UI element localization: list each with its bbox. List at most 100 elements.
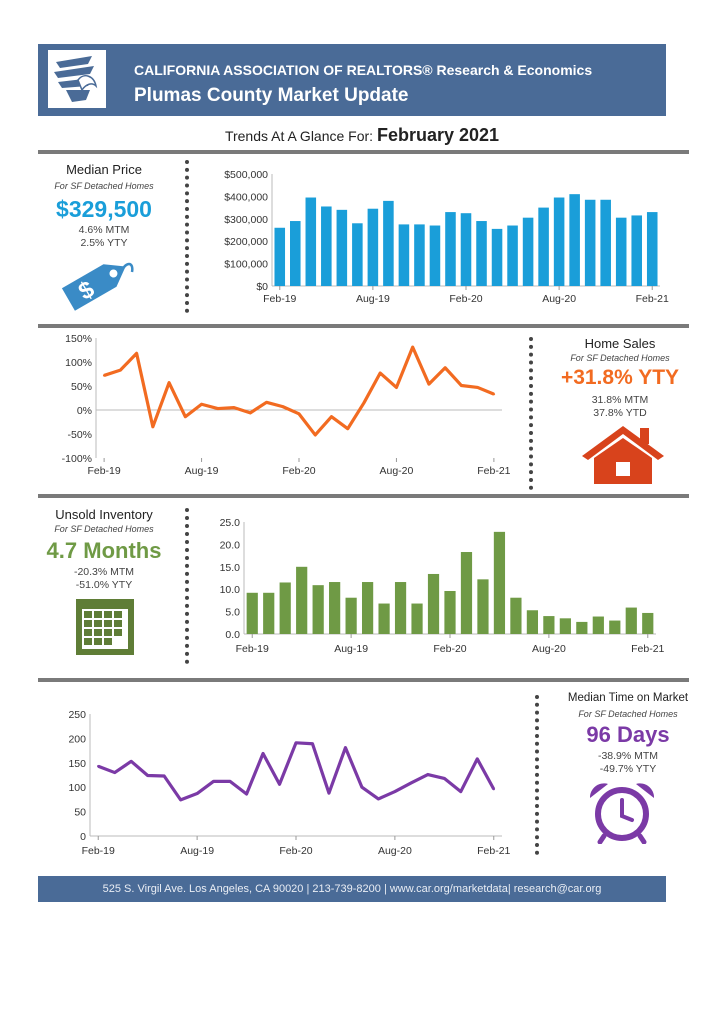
bar: [352, 223, 363, 286]
data-point: [362, 401, 366, 404]
bar: [526, 610, 539, 634]
y-tick-label: 150: [68, 758, 86, 770]
home-sales-chart: -100% -50% 0% 50% 100% 150% Feb-19 Aug-19 Feb-20…: [62, 333, 511, 477]
bar: [553, 197, 565, 286]
y-tick-label: 100%: [65, 357, 92, 369]
divider-4: [38, 678, 689, 682]
data-point: [281, 405, 284, 408]
bar: [615, 217, 627, 286]
median-price-yty: 2.5% YTY: [80, 237, 128, 249]
bar: [378, 603, 390, 634]
data-point: [151, 425, 155, 428]
data-point: [184, 415, 187, 418]
data-point: [119, 368, 122, 372]
footer-contact: 525 S. Virgil Ave. Los Angeles, CA 90020…: [38, 876, 666, 902]
median-price-value: $329,500: [56, 196, 152, 222]
data-point: [443, 777, 446, 780]
bar: [274, 227, 286, 286]
y-tick-label: 10.0: [220, 584, 241, 596]
bar: [609, 620, 621, 634]
y-tick-label: $200,000: [224, 236, 268, 248]
x-tick-label: Feb-20: [449, 293, 482, 305]
car-logo: [48, 50, 106, 108]
data-point: [427, 382, 431, 386]
data-point: [130, 760, 133, 763]
data-point: [232, 406, 236, 409]
bar: [411, 603, 423, 634]
data-point: [379, 371, 382, 375]
data-point: [113, 771, 116, 774]
y-tick-label: 15.0: [220, 562, 241, 574]
time-on-market-chart: 0 50 100 150 200 250 Feb-19 Aug-19 Feb-20 Aug-20 F…: [68, 709, 510, 857]
x-tick-label: Feb-21: [477, 845, 510, 857]
bar: [600, 199, 611, 286]
bar: [427, 573, 440, 634]
bar: [460, 213, 472, 286]
unsold-inventory-value: 4.7 Months: [46, 538, 162, 563]
bar: [445, 212, 456, 286]
trends-heading: Trends At A Glance For: February 2021: [0, 125, 724, 146]
y-tick-label: 20.0: [220, 539, 241, 551]
trends-label: Trends At A Glance For:: [224, 128, 374, 144]
y-tick-label: 50: [74, 807, 86, 819]
time-on-market-subtitle: For SF Detached Homes: [578, 709, 678, 719]
bar: [625, 607, 637, 634]
vertical-divider-2: [529, 337, 533, 490]
median-price-chart: $0 $100,000 $200,000 $300,000 $400,000 $500,0…: [224, 169, 669, 305]
y-tick-label: $500,000: [224, 169, 268, 181]
bar: [394, 582, 407, 634]
bar: [569, 194, 580, 286]
x-tick-label: Feb-19: [236, 643, 269, 655]
bar: [507, 225, 518, 286]
data-point: [167, 381, 171, 384]
divider-2: [38, 324, 689, 328]
y-tick-label: 100: [68, 782, 86, 794]
data-point: [216, 407, 219, 410]
y-tick-label: $300,000: [224, 214, 268, 226]
bar: [476, 221, 487, 286]
x-tick-label: Feb-21: [631, 643, 664, 655]
bar: [444, 590, 456, 634]
bar: [460, 552, 473, 634]
x-tick-label: Aug-20: [378, 845, 412, 857]
x-tick-label: Feb-20: [282, 465, 315, 477]
data-point: [278, 783, 281, 786]
data-point: [135, 352, 138, 355]
data-point: [162, 774, 166, 778]
bar: [398, 224, 410, 286]
bar: [361, 582, 374, 634]
x-tick-label: Aug-20: [542, 293, 576, 305]
data-point: [476, 757, 479, 761]
bar: [246, 592, 258, 634]
x-tick-label: Feb-21: [477, 465, 510, 477]
y-tick-label: 250: [68, 709, 86, 721]
data-point: [492, 392, 496, 396]
time-on-market-mtm: -38.9% MTM: [597, 750, 659, 762]
divider-1: [38, 150, 689, 154]
x-tick-label: Feb-20: [279, 845, 312, 857]
trends-period: February 2021: [376, 125, 500, 145]
unsold-inventory-title: Unsold Inventory: [55, 507, 153, 522]
data-point: [265, 401, 268, 404]
x-tick-label: Aug-20: [532, 643, 566, 655]
unsold-inventory-yty: -51.0% YTY: [75, 579, 133, 591]
x-tick-label: Feb-19: [263, 293, 296, 305]
y-tick-label: 0.0: [225, 629, 240, 641]
x-tick-label: Feb-19: [87, 465, 120, 477]
x-tick-label: Aug-20: [380, 465, 414, 477]
data-point: [346, 427, 349, 430]
unsold-inventory-subtitle: For SF Detached Homes: [54, 524, 154, 534]
data-point: [377, 797, 380, 801]
bar: [510, 597, 522, 634]
bar: [296, 566, 308, 634]
bar: [414, 224, 425, 286]
data-point: [146, 774, 149, 777]
y-tick-label: -50%: [67, 429, 92, 441]
house-icon: [582, 426, 664, 484]
time-on-market-yty: -49.7% YTY: [599, 763, 657, 775]
header-title-line1: CALIFORNIA ASSOCIATION OF REALTORS® Rese…: [134, 62, 593, 78]
vertical-divider-3: [185, 508, 189, 664]
y-tick-label: $400,000: [224, 191, 268, 203]
calendar-icon: [76, 599, 134, 655]
data-point: [460, 384, 463, 387]
